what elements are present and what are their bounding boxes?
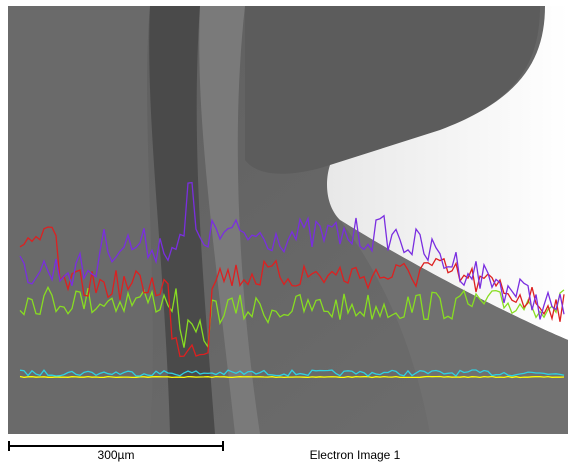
scale-bar-label: 300µm bbox=[98, 448, 135, 462]
cyan-trace bbox=[19, 369, 565, 377]
upper-region bbox=[245, 6, 540, 174]
interface-band bbox=[199, 6, 260, 434]
dark-channel bbox=[149, 6, 215, 434]
lower-right-region bbox=[340, 220, 568, 434]
green-trace bbox=[19, 285, 565, 349]
yellow-trace bbox=[19, 375, 565, 379]
image-caption: Electron Image 1 bbox=[310, 448, 401, 462]
caption-strip bbox=[0, 434, 568, 467]
red-trace bbox=[19, 226, 565, 358]
purple-trace bbox=[19, 181, 565, 320]
line-scan-traces bbox=[19, 181, 565, 379]
left-region bbox=[8, 6, 153, 434]
bright-region bbox=[327, 6, 568, 340]
